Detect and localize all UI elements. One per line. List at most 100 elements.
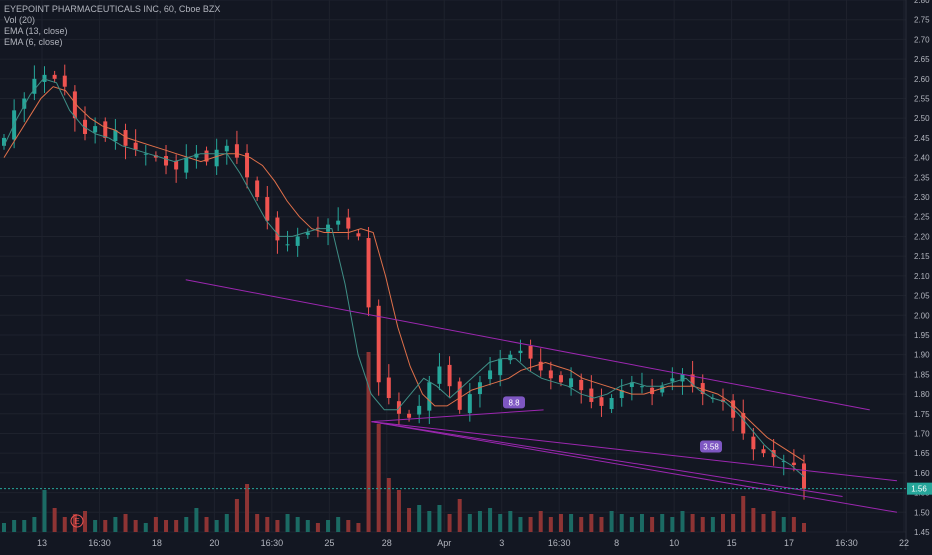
- y-tick-label: 1.60: [914, 469, 930, 478]
- volume-bar: [558, 514, 563, 532]
- candle-body: [538, 361, 543, 371]
- candle-body: [660, 386, 665, 393]
- volume-bar: [710, 517, 715, 532]
- volume-bar: [660, 514, 665, 532]
- y-tick-label: 2.05: [914, 292, 930, 301]
- volume-bar: [275, 520, 280, 532]
- candle-body: [802, 463, 806, 489]
- volume-bar: [427, 511, 432, 532]
- legend-symbol[interactable]: EYEPOINT PHARMACEUTICALS INC, 60, Cboe B…: [4, 4, 221, 14]
- y-tick-label: 1.80: [914, 390, 930, 399]
- trend-line-fan-line-1[interactable]: [371, 421, 897, 482]
- volume-bar: [204, 517, 209, 532]
- candle-body: [508, 354, 513, 361]
- candle-body: [2, 137, 6, 146]
- x-tick-label: 20: [209, 538, 219, 548]
- candle-body: [143, 153, 148, 155]
- volume-bar: [22, 520, 27, 532]
- volume-bar: [194, 508, 199, 532]
- volume-bar: [93, 520, 98, 532]
- x-tick-label: 3: [499, 538, 504, 548]
- y-tick-label: 2.00: [914, 311, 930, 320]
- volume-bar: [599, 517, 604, 532]
- legend-vol[interactable]: Vol (20): [4, 15, 36, 25]
- candle-body: [781, 461, 786, 463]
- y-tick-label: 2.75: [914, 16, 930, 25]
- y-tick-label: 1.75: [914, 410, 930, 419]
- candle-body: [548, 370, 553, 379]
- candle-body: [518, 350, 523, 354]
- volume-bar: [103, 520, 108, 532]
- volume-bar: [12, 520, 17, 532]
- volume-bar: [315, 523, 320, 532]
- volume-bar: [690, 514, 695, 532]
- volume-bar: [184, 517, 189, 532]
- legend-ema13[interactable]: EMA (13, close): [4, 26, 68, 36]
- chart-legend: EYEPOINT PHARMACEUTICALS INC, 60, Cboe B…: [4, 4, 220, 48]
- volume-bar: [356, 523, 361, 532]
- last-price-tag: [907, 482, 932, 495]
- candle-body: [498, 358, 503, 376]
- volume-bar: [589, 514, 594, 532]
- volume-bar: [174, 520, 179, 532]
- trend-line-fan-line-2[interactable]: [371, 409, 544, 423]
- volume-bar: [518, 517, 523, 532]
- candle-body: [599, 397, 604, 406]
- candle-body: [639, 386, 644, 388]
- candle-body: [447, 364, 452, 387]
- candle-body: [184, 157, 189, 173]
- volume-bar: [245, 484, 250, 532]
- volume-bar: [417, 505, 422, 532]
- y-tick-label: 1.95: [914, 331, 930, 340]
- trend-line-wedge-lower-1[interactable]: [371, 421, 898, 513]
- candle-body: [234, 144, 239, 158]
- y-tick-label: 1.85: [914, 370, 930, 379]
- candle-body: [336, 220, 341, 225]
- volume-bar: [629, 517, 634, 532]
- candle-body: [245, 152, 250, 178]
- candle-body: [407, 413, 412, 418]
- y-tick-label: 2.30: [914, 193, 930, 202]
- candle-body: [386, 377, 391, 399]
- candle-body: [224, 145, 229, 152]
- y-tick-label: 2.60: [914, 75, 930, 84]
- trend-line-upper-channel[interactable]: [185, 279, 870, 411]
- candle-body: [477, 382, 482, 395]
- candle-body: [305, 232, 310, 235]
- volume-bar: [569, 514, 574, 532]
- candle-body: [32, 78, 37, 94]
- volume-bar: [498, 514, 503, 532]
- volume-bar: [295, 517, 300, 532]
- candle-body: [366, 238, 371, 308]
- volume-bar: [326, 520, 331, 532]
- candle-body: [123, 130, 128, 146]
- legend-ema6[interactable]: EMA (6, close): [4, 37, 63, 47]
- volume-bar: [255, 514, 260, 532]
- volume-bar: [113, 517, 118, 532]
- candle-body: [42, 74, 47, 82]
- volume-bar: [650, 517, 655, 532]
- ema6-line: [3, 78, 805, 478]
- candle-body: [214, 149, 219, 167]
- candle-body: [103, 121, 108, 138]
- candle-body: [255, 180, 260, 198]
- x-tick-label: 16:30: [261, 538, 284, 548]
- y-tick-label: 2.35: [914, 173, 930, 182]
- volume-bar: [528, 517, 533, 532]
- volume-bar: [42, 490, 47, 532]
- trend-line-wedge-lower-2[interactable]: [371, 421, 843, 498]
- volume-bar: [477, 511, 482, 532]
- volume-bar: [407, 508, 412, 532]
- last-price-label: 1.56: [911, 485, 927, 494]
- candle-body: [670, 378, 675, 382]
- candle-body: [558, 375, 563, 383]
- candle-body: [488, 370, 493, 380]
- candle-body: [356, 233, 361, 237]
- candle-body: [72, 91, 77, 119]
- candle-body: [295, 236, 300, 246]
- earnings-icon[interactable]: [70, 514, 84, 528]
- candle-body: [457, 381, 462, 410]
- ema13-line: [3, 86, 805, 462]
